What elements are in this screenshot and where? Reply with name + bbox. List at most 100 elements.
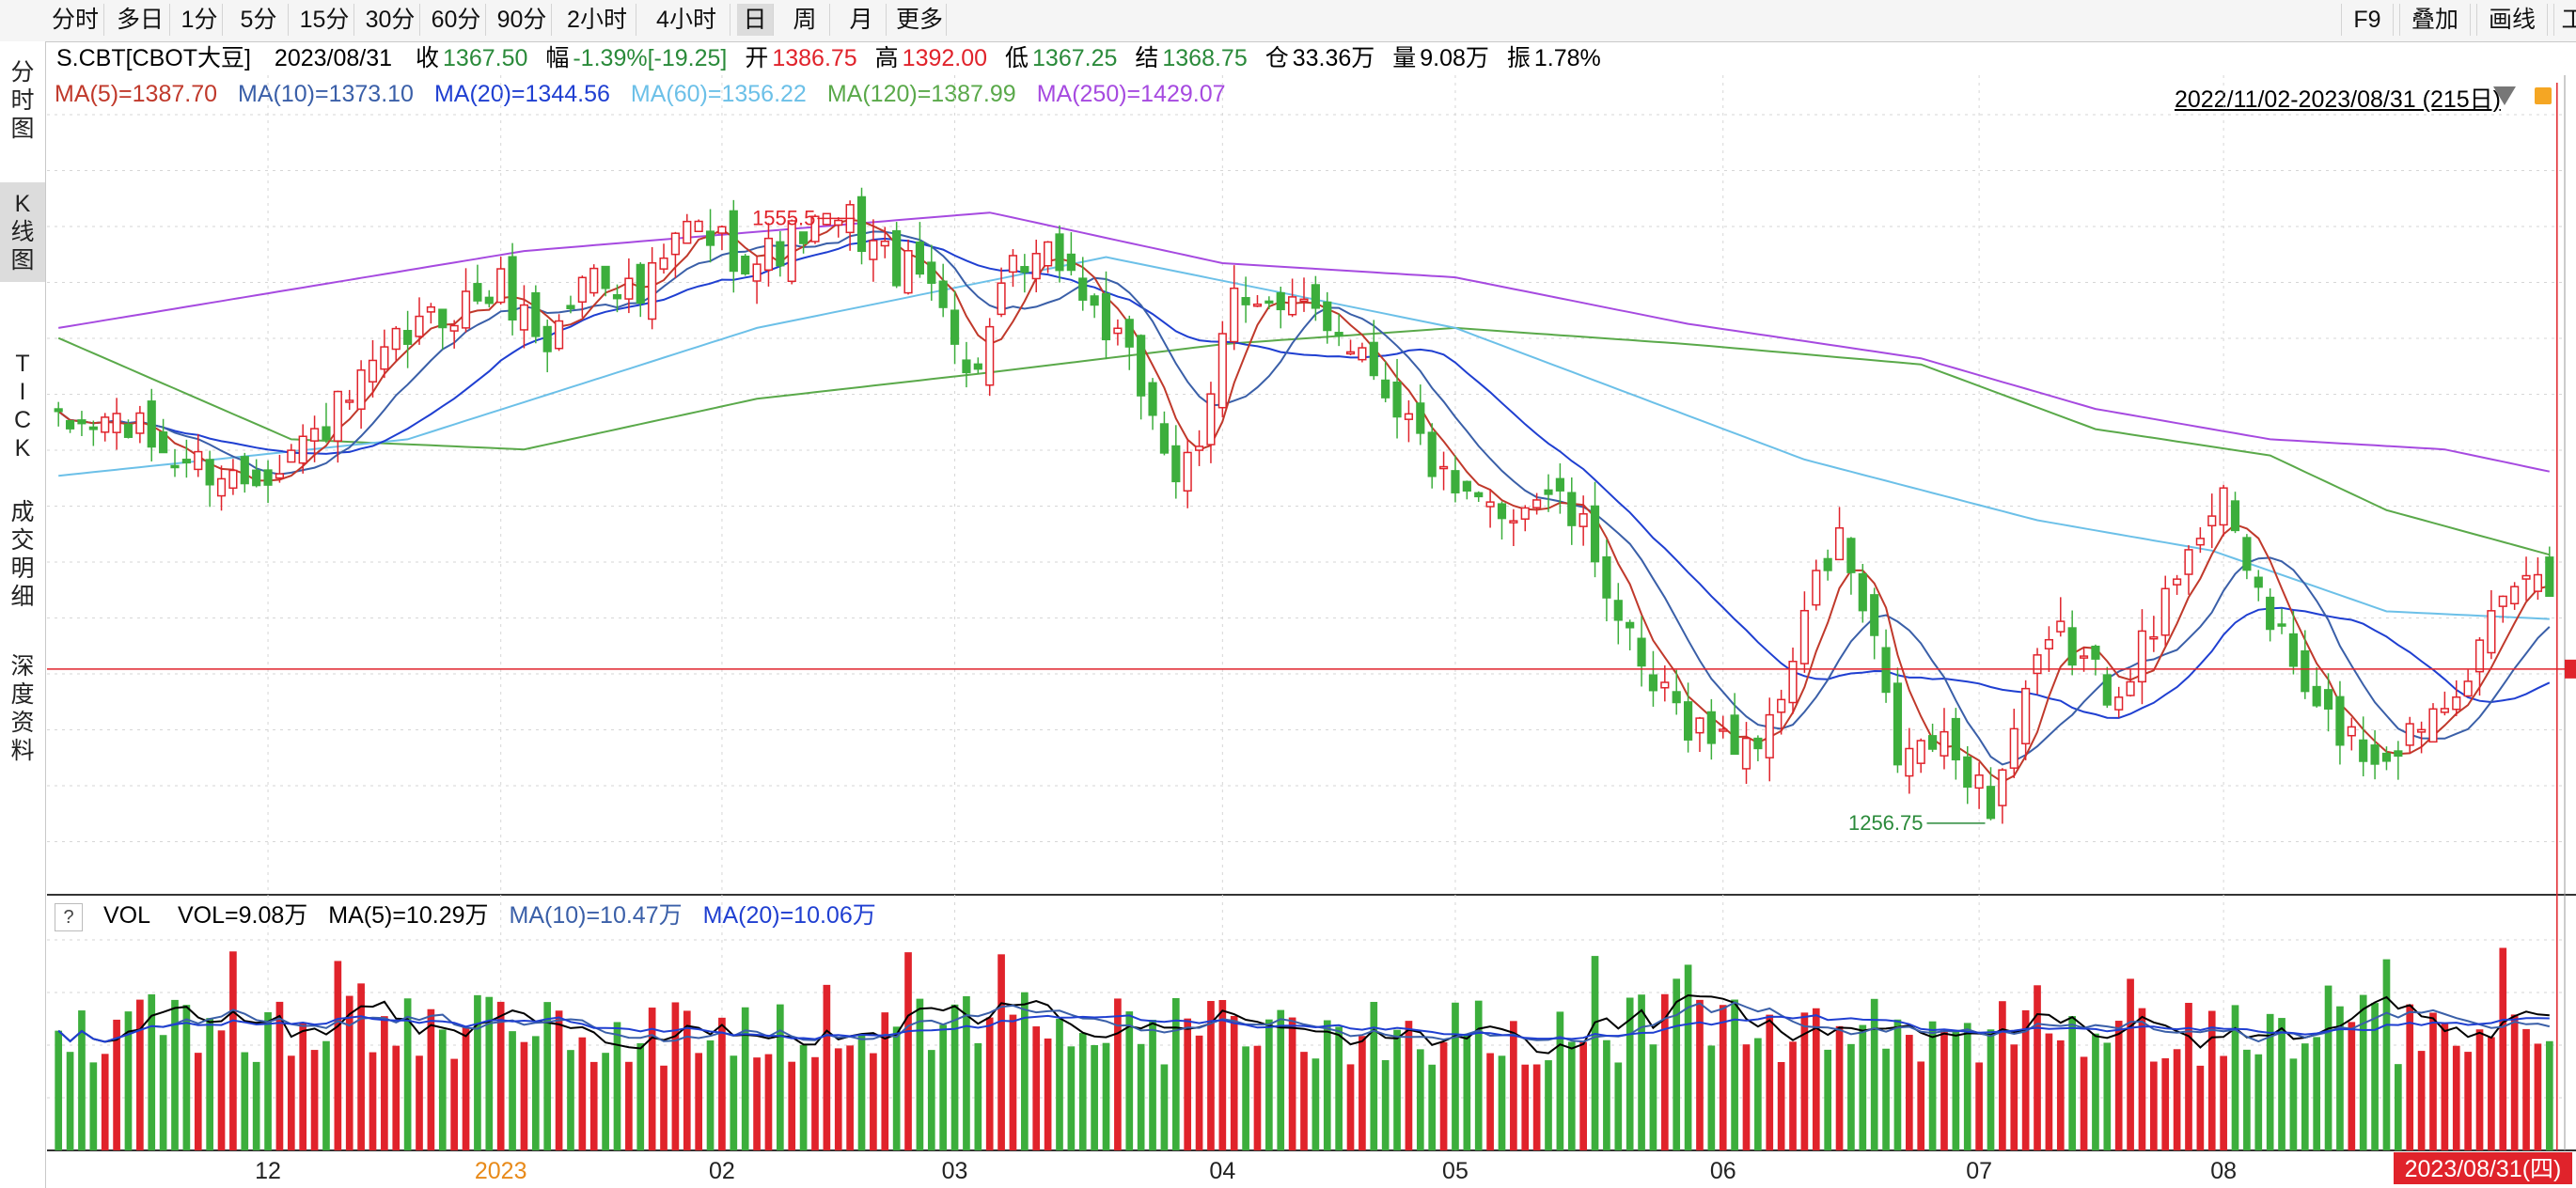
candle-body [1846,538,1856,573]
volume-bar [520,1041,528,1150]
volume-bar [543,1002,552,1150]
period-tab-0[interactable]: 分时 [47,4,104,36]
candle-body [2347,726,2356,737]
candle-body [101,416,110,433]
help-icon[interactable]: ? [55,903,83,931]
volume-bar [2080,1056,2088,1150]
volume-bar [625,1061,633,1150]
volume-bar [287,1055,295,1150]
candle-body [787,220,796,283]
volume-bar [1207,1001,1215,1150]
volume-bar [416,1055,423,1150]
period-tab-8[interactable]: 2小时 [558,4,636,36]
period-tab-4[interactable]: 15分 [295,4,354,36]
candle-body [135,412,145,434]
volume-bar [322,1040,330,1150]
period-tab-3[interactable]: 5分 [229,4,289,36]
x-tick-label: 04 [1209,1158,1235,1184]
ma10-line [57,230,2551,766]
period-tab-13[interactable]: 更多 [893,4,947,36]
volume-bar [846,1045,854,1150]
candle-body [2521,574,2531,580]
candle-body [1299,298,1309,303]
candle-body [2114,696,2124,711]
candle-body [2533,573,2543,592]
volume-bar [462,1026,470,1150]
period-tab-11[interactable]: 周 [780,4,830,36]
period-tab-5[interactable]: 30分 [361,4,420,36]
candle-body [368,359,378,383]
toolbar-right-button-0[interactable]: F9 [2341,4,2394,36]
candle-body [1241,297,1250,305]
volume-bar [2499,947,2507,1150]
volume-bar [1067,1046,1076,1150]
candle-body [1183,451,1192,492]
toolbar-right-button-1[interactable]: 叠加 [2399,4,2471,36]
candle-body [1323,301,1332,332]
ma120-line [57,326,2551,556]
price-marker [2565,659,2576,679]
volume-bar [2254,1054,2263,1150]
volume-bar [1230,1015,1238,1150]
volume-bar [381,1016,388,1150]
candle-body [461,290,471,329]
candle-body [1916,740,1925,764]
candle-body [1893,682,1903,766]
period-tab-7[interactable]: 90分 [493,4,552,36]
period-tab-2[interactable]: 1分 [177,4,223,36]
candle-body [2079,655,2089,659]
candle-body [1544,489,1553,495]
candle-body [2487,610,2496,654]
candle-body [170,464,180,469]
sidebar-tab-0[interactable]: 分时图 [10,59,35,142]
period-tab-1[interactable]: 多日 [111,4,170,36]
volume-bar [264,1011,272,1150]
volume-bar [1952,1029,1960,1150]
period-tab-9[interactable]: 4小时 [643,4,730,36]
candle-body [1928,735,1938,750]
candle-body [1101,292,1111,341]
candle-body [322,426,331,441]
volume-bar [1428,1064,1437,1150]
volume-bar [1195,1035,1203,1150]
date-range[interactable]: 2022/11/02-2023/08/31 (215日) [2174,86,2501,113]
period-tab-10[interactable]: 日 [737,4,774,36]
volume-bar [1800,1012,1809,1150]
volume-legend: ? VOL VOL=9.08万 MA(5)=10.29万 MA(10)=10.47万 M… [55,897,918,931]
candle-body [1031,253,1041,280]
candle-body [1602,555,1611,599]
ma-legend-item: MA(250)=1429.07 [1036,81,1226,107]
candle-body [763,237,774,272]
volume-bar [1905,1035,1913,1150]
current-date-label: 2023/08/31(四) [2405,1156,2562,1182]
sidebar-tab-4[interactable]: 深度资料 [10,653,35,764]
sidebar-tab-3[interactable]: 成交明细 [10,499,35,610]
volume-bar [1847,1043,1855,1150]
candle-body [2195,538,2205,546]
vol-ma20-line [57,1014,2550,1043]
volume-bar [1277,1009,1285,1150]
toolbar-right-button-2[interactable]: 画线 [2476,4,2548,36]
candle-body [252,469,261,487]
low-annotation: 1256.75 [1848,811,1924,835]
toolbar-right-button-3[interactable]: 工 [2553,4,2576,36]
volume-bar [881,1012,889,1150]
volume-bar [392,1045,401,1150]
volume-bar [834,1048,842,1150]
candle-body [403,330,413,345]
period-tab-6[interactable]: 60分 [427,4,486,36]
volume-bar [148,993,156,1150]
candle-body [1998,769,2007,806]
x-tick-label: 07 [1966,1158,1992,1184]
candle-body [997,282,1006,316]
volume-bar [2266,1013,2274,1150]
period-tab-12[interactable]: 月 [837,4,887,36]
high-annotation: 1555.5 [752,206,815,229]
ma-legend-item: MA(120)=1387.99 [826,81,1016,107]
volume-bar [2475,1029,2484,1150]
candle-body [1695,717,1704,734]
candle-body [1008,255,1018,274]
